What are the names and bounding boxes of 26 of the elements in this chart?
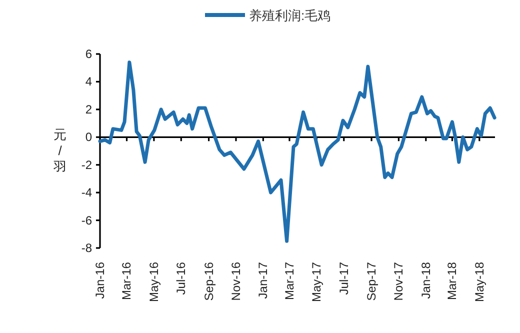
y-tick-label: 4 <box>85 74 92 89</box>
x-tick-label: Nov-16 <box>228 262 243 301</box>
y-tick-label: 2 <box>85 102 92 116</box>
y-tick-label: -2 <box>81 158 92 172</box>
y-tick-label: 6 <box>85 47 92 61</box>
y-tick-label: -6 <box>81 213 92 228</box>
y-tick-label: 0 <box>85 130 92 144</box>
x-tick-label: Sep-16 <box>202 262 216 301</box>
x-tick-label: May-18 <box>472 262 486 302</box>
x-tick-label: May-16 <box>146 262 161 302</box>
x-tick-label: Jul-17 <box>336 262 351 295</box>
x-tick-label: Nov-17 <box>392 262 406 301</box>
x-tick-label: May-17 <box>310 262 324 302</box>
x-tick-label: Mar-16 <box>120 262 134 300</box>
legend: 养殖利润:毛鸡 <box>205 8 331 23</box>
y-tick-label: -4 <box>81 186 92 200</box>
x-tick-label: Jul-16 <box>174 262 188 295</box>
x-tick-label: Jan-17 <box>256 262 270 299</box>
legend-label: 养殖利润:毛鸡 <box>249 8 331 23</box>
x-tick-label: Jan-16 <box>93 262 107 299</box>
x-tick-label: Mar-18 <box>445 262 460 300</box>
y-tick-label: -8 <box>81 241 92 255</box>
x-tick-label: Sep-17 <box>364 262 379 301</box>
y-axis-title: 元/羽 <box>52 127 66 174</box>
x-tick-label: Mar-17 <box>282 262 296 300</box>
x-tick-label: Jan-18 <box>418 262 433 299</box>
